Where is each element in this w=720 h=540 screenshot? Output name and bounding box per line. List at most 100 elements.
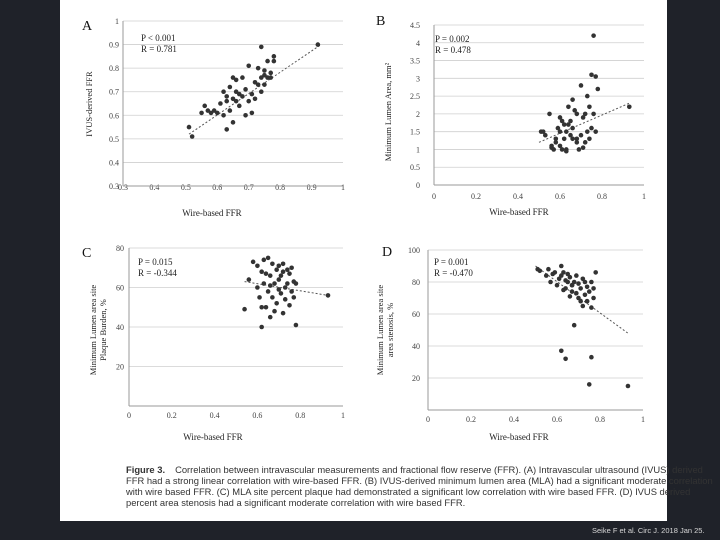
- data-point-c: [263, 304, 269, 310]
- data-point-b: [576, 147, 582, 152]
- data-point-d: [580, 303, 586, 309]
- data-point-a: [199, 110, 204, 116]
- y-tick-label-d: 100: [408, 246, 420, 255]
- data-point-a: [224, 98, 230, 104]
- data-point-d: [569, 282, 575, 288]
- data-point-a: [236, 91, 242, 97]
- data-point-a: [224, 94, 230, 99]
- data-point-d: [625, 383, 631, 389]
- data-point-d: [567, 294, 573, 299]
- data-point-a: [252, 79, 258, 85]
- figure-charts: A 0.3 0.4 0.5 0.6 0.7 0.8 0.9 1 0.3 0.4 0.5 0.6 0.7 0.…: [82, 14, 646, 442]
- data-point-d: [584, 298, 590, 304]
- data-point-a: [233, 98, 239, 104]
- y-tick-label-a: 0.9: [109, 41, 119, 50]
- data-point-a: [262, 68, 267, 73]
- stat-text-c: P = 0.015: [138, 257, 173, 267]
- data-point-a: [221, 89, 226, 95]
- y-tick-label-b: 0: [416, 181, 420, 190]
- data-point-b: [570, 136, 575, 142]
- x-tick-label-c: 0.8: [295, 411, 305, 420]
- data-point-a: [224, 127, 230, 132]
- x-tick-label-a: 0.3: [118, 183, 128, 192]
- citation-text: Seike F et al. Circ J. 2018 Jan 25.: [592, 526, 705, 535]
- data-point-a: [246, 98, 252, 104]
- data-point-b: [566, 122, 571, 127]
- data-point-c: [270, 295, 275, 300]
- y-axis-label-c: Minimum Lumen area site: [88, 285, 98, 376]
- caption-label: Figure 3.: [126, 464, 166, 475]
- data-point-d: [591, 295, 596, 301]
- data-point-a: [230, 75, 236, 80]
- data-point-c: [282, 297, 288, 302]
- data-point-c: [278, 291, 284, 296]
- data-point-a: [230, 120, 236, 125]
- data-point-a: [211, 108, 217, 113]
- data-point-d: [582, 279, 588, 285]
- y-tick-label-b: 2: [416, 110, 420, 119]
- stat-text-a: R = 0.781: [141, 44, 177, 54]
- x-tick-label-d: 1: [641, 415, 645, 424]
- data-point-c: [289, 289, 294, 294]
- data-point-c: [276, 287, 282, 292]
- x-tick-label-a: 0.5: [181, 183, 191, 192]
- trendline-b: [538, 102, 630, 143]
- y-tick-label-c: 60: [116, 284, 124, 293]
- data-point-a: [268, 75, 274, 80]
- data-point-b: [574, 111, 580, 117]
- x-tick-label-b: 0.2: [471, 192, 481, 201]
- data-point-c: [274, 301, 279, 306]
- data-point-c: [267, 283, 273, 288]
- y-tick-label-b: 3.5: [410, 57, 420, 66]
- data-point-d: [565, 279, 571, 285]
- data-point-b: [582, 111, 588, 117]
- y-tick-label-b: 1: [416, 145, 420, 154]
- data-point-d: [563, 356, 568, 362]
- data-point-a: [271, 58, 277, 64]
- data-point-c: [267, 314, 273, 320]
- data-point-b: [578, 83, 584, 88]
- x-tick-label-a: 1: [341, 183, 345, 192]
- data-point-a: [262, 72, 267, 78]
- data-point-b: [580, 145, 586, 150]
- data-point-d: [563, 286, 568, 291]
- y-tick-label-b: 4.5: [410, 21, 420, 30]
- data-point-c: [261, 281, 267, 286]
- x-tick-label-d: 0.2: [466, 415, 476, 424]
- data-point-a: [249, 110, 255, 116]
- data-point-c: [289, 265, 294, 271]
- data-point-c: [325, 293, 331, 298]
- y-tick-label-b: 4: [416, 39, 420, 48]
- data-point-c: [255, 285, 260, 290]
- data-point-c: [250, 259, 256, 265]
- x-tick-label-d: 0.8: [595, 415, 605, 424]
- data-point-c: [276, 263, 282, 269]
- caption-text: Correlation between intravascular measur…: [126, 464, 713, 508]
- y-axis-label-c: Plaque Burden, %: [98, 299, 108, 361]
- x-tick-label-a: 0.7: [244, 183, 254, 192]
- data-point-c: [280, 261, 286, 267]
- x-tick-label-b: 0.6: [555, 192, 565, 201]
- data-point-c: [267, 273, 273, 278]
- data-point-c: [280, 310, 286, 316]
- data-point-b: [574, 140, 580, 145]
- data-point-d: [586, 289, 592, 294]
- data-point-d: [574, 290, 579, 296]
- data-point-a: [258, 75, 264, 80]
- data-point-b: [561, 136, 567, 142]
- x-axis-label-d: Wire-based FFR: [489, 432, 548, 442]
- x-tick-label-c: 1: [341, 411, 345, 420]
- data-point-b: [589, 125, 594, 131]
- data-point-c: [278, 273, 284, 278]
- data-point-a: [262, 82, 267, 87]
- data-point-c: [259, 324, 264, 330]
- data-point-b: [564, 129, 569, 134]
- data-point-a: [227, 108, 233, 113]
- x-tick-label-a: 0.4: [149, 183, 159, 192]
- y-tick-label-b: 3: [416, 74, 420, 83]
- y-tick-label-d: 60: [412, 310, 420, 319]
- x-tick-label-d: 0: [426, 415, 430, 424]
- data-point-b: [570, 125, 575, 131]
- data-point-d: [589, 279, 594, 285]
